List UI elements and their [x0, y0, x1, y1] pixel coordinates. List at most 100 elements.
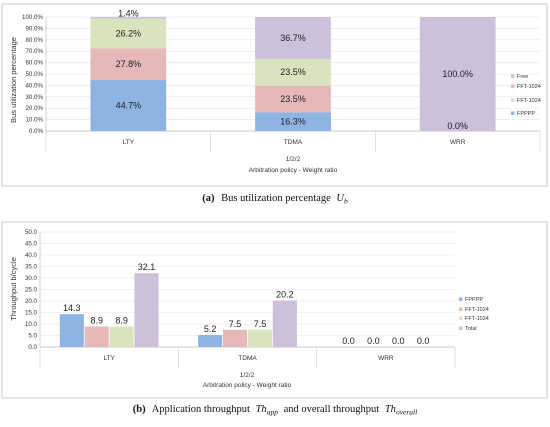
caption-a-text: Bus utilization percentage — [221, 193, 331, 204]
legend-label: FFT-1024 — [517, 98, 541, 104]
legend-swatch — [459, 326, 463, 330]
legend-label: FPPPP — [465, 297, 483, 303]
data-label: 23.5% — [280, 67, 306, 77]
y-tick-label: 20.0% — [25, 105, 43, 112]
y-tick-label: 35.0 — [25, 264, 38, 271]
legend-swatch — [459, 297, 463, 301]
chart-b-y-axis-label: Throughput b/cycle — [9, 257, 18, 321]
y-tick-label: 0.0% — [29, 128, 44, 135]
data-label: 0.0 — [367, 336, 380, 346]
bar-tdma-series-3 — [272, 300, 297, 347]
caption-a: (a) Bus utilization percentage Ub — [202, 193, 348, 206]
chart-a-category-labels: LTY TDMA WRR — [123, 139, 466, 146]
caption-a-math-sub: b — [344, 197, 348, 206]
y-tick-label: 50.0% — [25, 71, 43, 78]
category-label-wrr: WRR — [378, 355, 394, 362]
data-label: 8.9 — [90, 316, 103, 326]
bar-tdma-series-2 — [255, 58, 331, 86]
legend-label: FFT-1024 — [517, 84, 541, 90]
data-label: 26.2% — [116, 28, 142, 38]
category-label-tdma: TDMA — [238, 355, 257, 362]
chart-b-bars — [59, 273, 297, 347]
chart-a: 0.0% 10.0% 20.0% 30.0% 40.0% 50.0% 60.0% 70.0% 8… — [1, 3, 548, 187]
bar-lty-series-0 — [59, 314, 84, 347]
legend-swatch — [511, 98, 515, 102]
category-label-wrr: WRR — [450, 139, 466, 146]
bar-lty-series-2 — [90, 18, 167, 49]
chart-a-bars — [90, 16, 496, 131]
bar-wrr-series-3 — [419, 17, 496, 131]
data-label: 16.3% — [280, 117, 306, 127]
caption-b-math2-sub: overall — [396, 408, 417, 417]
caption-a-math: U — [336, 193, 345, 204]
bar-lty-series-3 — [134, 273, 159, 347]
chart-a-legend: Free FFT-1024 FFT-1024 FPPPP — [511, 74, 541, 117]
caption-b-math-sub: app — [267, 408, 279, 417]
bar-lty-series-1 — [84, 326, 109, 347]
y-tick-label: 30.0 — [25, 275, 38, 282]
y-tick-label: 45.0 — [25, 241, 38, 248]
bar-tdma-series-0 — [198, 335, 223, 347]
data-label: 14.3 — [63, 303, 81, 313]
y-tick-label: 5.0 — [28, 333, 37, 340]
legend-swatch — [511, 84, 515, 88]
category-label-lty: LTY — [103, 355, 115, 362]
category-label-tdma: TDMA — [284, 139, 303, 146]
data-label: 0.0 — [392, 336, 405, 346]
caption-b-tag: (b) — [133, 404, 146, 415]
chart-b-data-labels: 14.3 8.9 8.9 32.1 5.2 7.5 7.5 20.2 0.0 0.0 0.0 0.0 — [63, 262, 429, 346]
caption-b-math: Th — [256, 404, 267, 415]
caption-b: (b) Application throughput Thapp and ove… — [133, 404, 417, 418]
chart-b-y-ticks: 0.0 5.0 10.0 15.0 20.0 25.0 30.0 35.0 40.0 45.0 50… — [25, 229, 38, 351]
data-label: 0.0 — [342, 336, 355, 346]
category-label-lty: LTY — [123, 139, 135, 146]
y-tick-label: 0.0 — [28, 344, 37, 351]
data-label: 5.2 — [204, 324, 217, 334]
data-label: 20.2 — [276, 290, 294, 300]
data-label: 32.1 — [138, 262, 156, 272]
y-tick-label: 50.0 — [25, 229, 38, 236]
data-label: 0.0 — [417, 336, 430, 346]
bar-tdma-series-2 — [247, 329, 272, 347]
legend-label: Total — [465, 326, 477, 332]
y-tick-label: 25.0 — [25, 287, 38, 294]
chart-b-x-label-top: 1/2/2 — [240, 372, 255, 379]
chart-b-gridlines — [39, 231, 456, 368]
caption-b-text: Application throughput — [152, 404, 250, 415]
y-tick-label: 90.0% — [25, 25, 43, 32]
chart-a-y-axis-label: Bus utilization percentage — [9, 37, 18, 123]
bar-lty-series-1 — [90, 48, 167, 81]
caption-b-mid: and overall throughput — [284, 404, 380, 415]
data-label: 8.9 — [115, 316, 128, 326]
legend-label: FFT-1024 — [465, 307, 489, 313]
data-label: 7.5 — [254, 319, 267, 329]
data-label: 7.5 — [229, 319, 242, 329]
legend-swatch — [459, 307, 463, 311]
caption-a-tag: (a) — [202, 193, 215, 204]
chart-a-y-ticks: 0.0% 10.0% 20.0% 30.0% 40.0% 50.0% 60.0% 70.0% 8… — [22, 14, 43, 135]
data-label: 44.7% — [116, 101, 142, 111]
y-tick-label: 30.0% — [25, 94, 43, 101]
legend-label: Free — [517, 74, 528, 80]
legend-swatch — [459, 316, 463, 320]
data-label: 1.4% — [118, 8, 139, 18]
bar-tdma-series-1 — [223, 329, 248, 347]
y-tick-label: 80.0% — [25, 37, 43, 44]
bar-lty-series-3 — [90, 16, 167, 19]
data-label: 36.7% — [280, 33, 306, 43]
bar-lty-series-0 — [90, 80, 167, 131]
chart-a-x-label-top: 1/2/2 — [286, 156, 301, 163]
chart-a-x-axis-label: Arbitration policy - Weight ratio — [249, 167, 338, 174]
legend-swatch — [511, 74, 515, 78]
data-label: 0.0% — [447, 121, 468, 131]
chart-b-legend: FPPPP FFT-1024 FFT-1024 Total — [459, 297, 489, 332]
bar-tdma-series-3 — [255, 17, 331, 59]
y-tick-label: 100.0% — [22, 14, 43, 21]
y-tick-label: 20.0 — [25, 298, 38, 305]
y-tick-label: 10.0 — [25, 321, 38, 328]
bar-tdma-series-1 — [255, 85, 331, 113]
bar-tdma-series-0 — [255, 112, 331, 131]
legend-swatch — [511, 111, 515, 115]
y-tick-label: 70.0% — [25, 48, 43, 55]
